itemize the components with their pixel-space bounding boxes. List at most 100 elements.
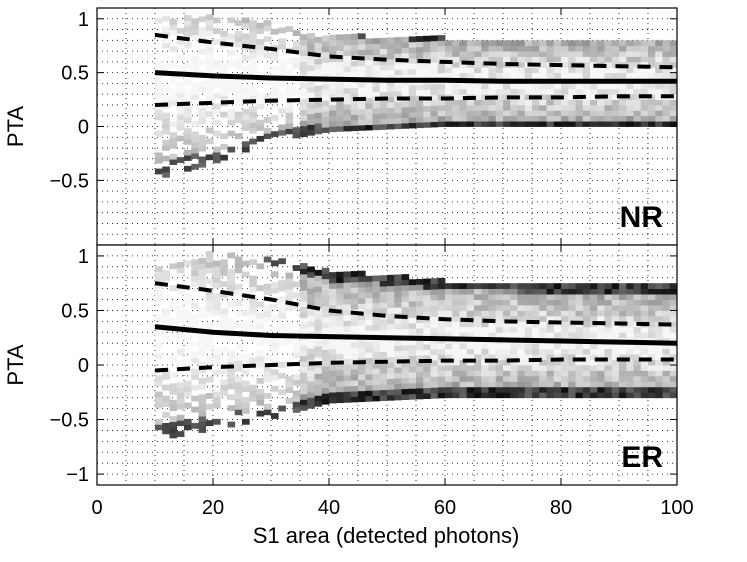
- heatmap-cell: [611, 94, 620, 100]
- heatmap-cell: [488, 51, 497, 57]
- heatmap-cell: [546, 326, 555, 333]
- heatmap-cell: [256, 49, 265, 56]
- heatmap-cell: [263, 289, 272, 296]
- heatmap-cell: [379, 102, 388, 109]
- heatmap-cell: [575, 326, 584, 333]
- heatmap-cell: [495, 88, 504, 95]
- heatmap-cell: [655, 88, 663, 95]
- heatmap-cell: [481, 67, 489, 74]
- heatmap-cell: [379, 91, 388, 98]
- heatmap-cell: [379, 351, 388, 358]
- heatmap-cell: [466, 88, 475, 95]
- heatmap-cell: [524, 88, 533, 95]
- heatmap-cell: [321, 338, 330, 345]
- heatmap-cell: [510, 115, 518, 122]
- heatmap-cell: [517, 83, 526, 90]
- heatmap-cell: [314, 346, 323, 353]
- heatmap-cell: [343, 342, 352, 349]
- heatmap-cell: [379, 86, 388, 93]
- heatmap-cell: [662, 283, 671, 290]
- heatmap-cell: [307, 70, 315, 77]
- heatmap-cell: [234, 382, 243, 388]
- heatmap-cell: [220, 264, 228, 271]
- heatmap-cell: [350, 33, 359, 40]
- heatmap-cell: [423, 311, 431, 318]
- heatmap-cell: [524, 321, 533, 328]
- heatmap-cell: [205, 154, 214, 161]
- heatmap-cell: [466, 99, 475, 106]
- heatmap-cell: [459, 83, 468, 90]
- heatmap-cell: [278, 65, 286, 72]
- heatmap-cell: [517, 61, 526, 68]
- heatmap-cell: [488, 332, 497, 339]
- heatmap-cell: [648, 381, 656, 388]
- heatmap-cell: [205, 127, 214, 134]
- heatmap-cell: [321, 327, 330, 334]
- heatmap-cell: [532, 299, 540, 306]
- heatmap-cell: [394, 107, 402, 113]
- heatmap-cell: [416, 311, 424, 318]
- heatmap-cell: [220, 319, 228, 326]
- heatmap-cell: [365, 303, 373, 309]
- heatmap-cell: [213, 266, 221, 272]
- heatmap-cell: [176, 332, 185, 339]
- heatmap-cell: [234, 354, 243, 361]
- heatmap-cell: [633, 354, 642, 360]
- heatmap-cell: [437, 105, 446, 111]
- heatmap-cell: [662, 386, 671, 393]
- heatmap-cell: [329, 381, 337, 388]
- heatmap-cell: [546, 88, 555, 95]
- heatmap-cell: [423, 305, 431, 312]
- heatmap-cell: [503, 115, 511, 122]
- heatmap-cell: [488, 386, 497, 393]
- heatmap-cell: [213, 304, 221, 311]
- heatmap-cell: [452, 326, 460, 333]
- heatmap-cell: [510, 40, 518, 47]
- heatmap-cell: [445, 392, 453, 399]
- heatmap-cell: [466, 67, 475, 74]
- heatmap-cell: [234, 84, 243, 91]
- heatmap-cell: [662, 40, 671, 47]
- heatmap-cell: [445, 51, 453, 57]
- heatmap-cell: [263, 79, 272, 86]
- heatmap-cell: [162, 26, 170, 33]
- heatmap-cell: [256, 399, 265, 406]
- heatmap-cell: [307, 129, 315, 136]
- heatmap-cell: [553, 40, 562, 47]
- heatmap-cell: [372, 113, 381, 120]
- heatmap-cell: [539, 99, 547, 106]
- heatmap-cell: [510, 386, 518, 393]
- heatmap-cell: [474, 348, 482, 355]
- heatmap-cell: [198, 118, 207, 125]
- heatmap-cell: [597, 375, 605, 382]
- heatmap-cell: [510, 370, 518, 377]
- heatmap-cell: [249, 117, 257, 123]
- heatmap-cell: [256, 410, 265, 417]
- heatmap-cell: [437, 299, 446, 306]
- heatmap-cell: [532, 359, 540, 366]
- heatmap-cell: [227, 372, 236, 379]
- heatmap-cell: [619, 283, 627, 290]
- heatmap-cell: [213, 38, 221, 45]
- heatmap-cell: [503, 288, 511, 295]
- heatmap-cell: [314, 112, 323, 119]
- heatmap-cell: [343, 364, 352, 371]
- heatmap-cell: [655, 83, 663, 90]
- heatmap-cell: [300, 366, 308, 373]
- heatmap-cell: [619, 315, 627, 322]
- heatmap-cell: [198, 27, 207, 33]
- heatmap-cell: [184, 315, 192, 322]
- heatmap-cell: [568, 72, 576, 79]
- heatmap-cell: [271, 131, 279, 137]
- heatmap-cell: [640, 348, 649, 355]
- heatmap-cell: [416, 84, 424, 91]
- heatmap-cell: [416, 278, 424, 285]
- heatmap-cell: [590, 326, 598, 333]
- heatmap-cell: [220, 368, 228, 375]
- heatmap-cell: [553, 299, 562, 306]
- heatmap-cell: [510, 99, 518, 106]
- heatmap-cell: [350, 87, 359, 94]
- heatmap-cell: [358, 385, 366, 392]
- heatmap-cell: [314, 286, 323, 293]
- heatmap-cell: [553, 288, 562, 295]
